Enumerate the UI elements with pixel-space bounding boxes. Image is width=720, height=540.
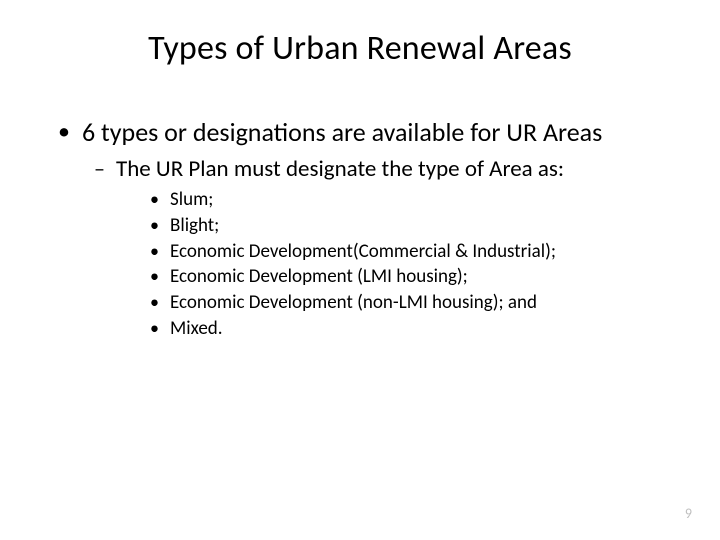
bullet-text: Blight; [170, 214, 219, 237]
bullet-text: Economic Development (LMI housing); [170, 265, 468, 288]
bullet-list-level2: The UR Plan must designate the type of A… [82, 155, 680, 342]
list-item: Economic Development (LMI housing); [150, 264, 680, 290]
page-number: 9 [685, 505, 692, 522]
bullet-text: The UR Plan must designate the type of A… [116, 155, 564, 183]
slide-title: Types of Urban Renewal Areas [40, 28, 680, 69]
list-item: 6 types or designations are available fo… [58, 117, 680, 341]
slide: Types of Urban Renewal Areas 6 types or … [0, 0, 720, 540]
list-item: Slum; [150, 187, 680, 213]
list-item: Economic Development(Commercial & Indust… [150, 239, 680, 265]
bullet-text: Economic Development (non-LMI housing); … [170, 291, 537, 314]
list-item: Mixed. [150, 316, 680, 342]
bullet-text: Mixed. [170, 317, 223, 340]
bullet-text: 6 types or designations are available fo… [82, 116, 602, 148]
list-item: Blight; [150, 213, 680, 239]
bullet-list-level1: 6 types or designations are available fo… [40, 117, 680, 341]
list-item: Economic Development (non-LMI housing); … [150, 290, 680, 316]
list-item: The UR Plan must designate the type of A… [94, 155, 680, 342]
bullet-text: Economic Development(Commercial & Indust… [170, 240, 556, 263]
bullet-text: Slum; [170, 188, 213, 211]
bullet-list-level3: Slum; Blight; Economic Development(Comme… [116, 187, 680, 341]
